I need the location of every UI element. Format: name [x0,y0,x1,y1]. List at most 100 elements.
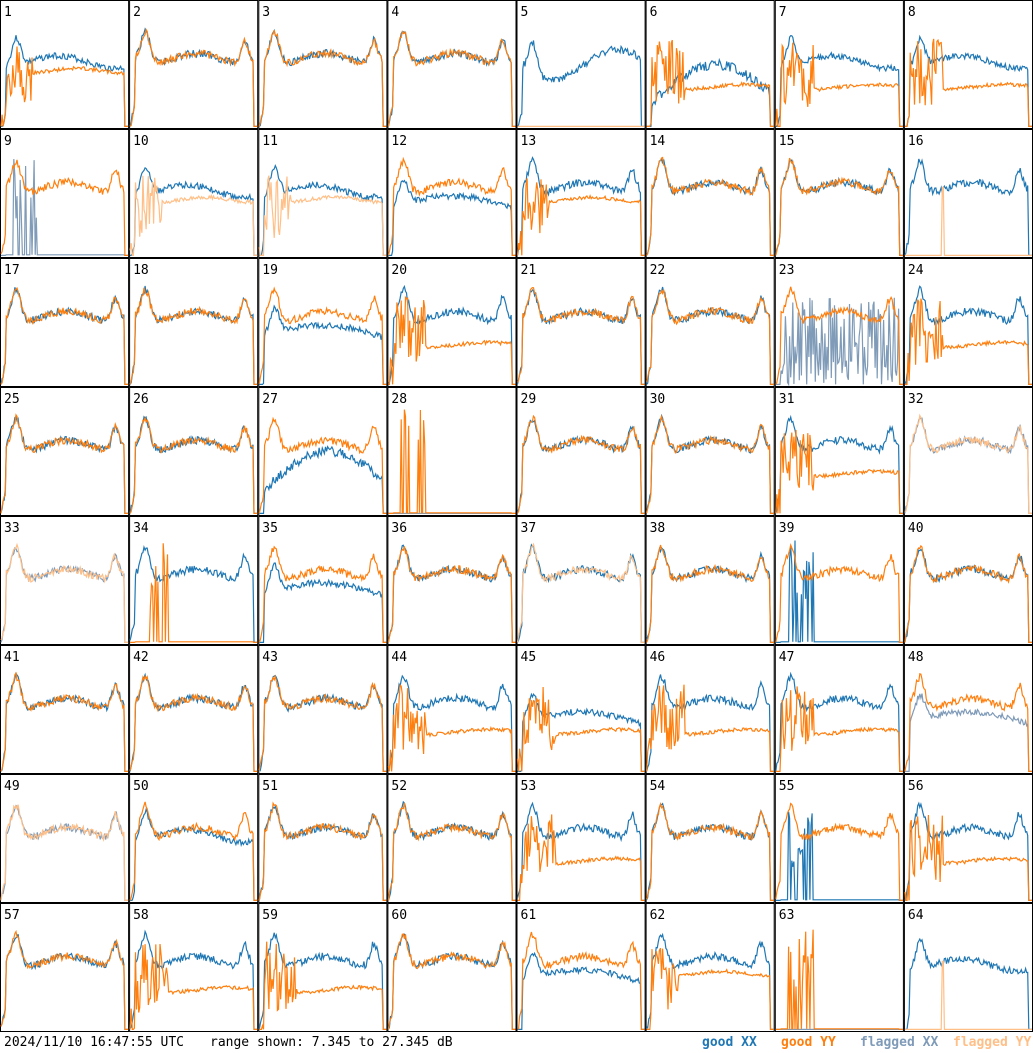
series-xx-line [258,674,387,772]
panel-30: 30 [645,387,775,516]
panel-number-label: 62 [650,908,666,923]
panel-frame [516,387,646,516]
panel-37: 37 [516,516,646,645]
panel-46: 46 [645,645,775,774]
panel-55: 55 [774,774,904,903]
series-xx-line [517,951,645,1030]
panel-number-label: 55 [779,779,795,794]
panel-number-label: 6 [650,5,658,20]
series-xx-line [904,801,1032,901]
series-xx-line [387,31,516,127]
panel-frame [774,129,904,258]
panel-61: 61 [516,903,646,1032]
panel-number-label: 1 [4,5,12,20]
panel-frame [129,129,259,258]
series-yy-line [516,414,645,514]
panel-17: 17 [0,258,130,387]
panel-number-label: 26 [133,392,149,407]
series-xx-line [129,415,258,514]
panel-60: 60 [387,903,517,1032]
series-xx-line [259,562,387,643]
series-xx-line [646,157,774,256]
panel-frame [129,645,259,774]
series-yy-line [775,802,903,901]
panel-39: 39 [774,516,904,645]
series-xx-line [904,34,1032,127]
series-yy-line [258,175,387,257]
series-yy-line [516,286,645,385]
panel-number-label: 63 [779,908,795,923]
series-xx-line [129,545,258,643]
panel-45: 45 [516,645,646,774]
series-yy-line [258,545,387,643]
series-xx-line [775,540,903,643]
panel-63: 63 [774,903,904,1032]
panel-number-label: 33 [4,521,20,536]
panel-number-label: 41 [4,650,20,665]
panel-frame [0,0,130,129]
panel-12: 12 [387,129,517,258]
panel-frame [387,645,517,774]
series-yy-line [0,929,129,1030]
panel-number-label: 13 [521,134,537,149]
series-xx-line [129,929,258,1030]
series-yy-line [0,286,129,385]
panel-number-label: 38 [650,521,666,536]
panel-24: 24 [903,258,1033,387]
panel-19: 19 [258,258,388,387]
panel-number-label: 29 [521,392,537,407]
panel-number-label: 54 [650,779,666,794]
series-yy-line [129,175,258,256]
series-yy-line [388,295,516,385]
series-yy-line [387,802,516,901]
panel-number-label: 9 [4,134,12,149]
panel-22: 22 [645,258,775,387]
series-yy-line [387,546,516,643]
panel-31: 31 [774,387,904,516]
panel-64: 64 [903,903,1033,1032]
panel-frame [516,645,646,774]
panel-27: 27 [258,387,388,516]
series-xx-line [130,167,258,256]
panel-number-label: 53 [521,779,537,794]
series-xx-line [775,34,903,127]
series-yy-line [130,543,258,643]
panel-number-label: 12 [391,134,407,149]
panel-number-label: 4 [391,5,399,20]
panel-frame [774,903,904,1032]
panel-35: 35 [258,516,388,645]
series-yy-line [129,801,258,901]
series-xx-line [258,932,387,1030]
panel-number-label: 19 [262,263,278,278]
series-xx-line [775,414,903,514]
panel-23: 23 [774,258,904,387]
series-xx-line [516,156,645,256]
panel-5: 5 [516,0,646,129]
panel-number-label: 45 [521,650,537,665]
panel-number-label: 44 [391,650,407,665]
series-yy-line [0,413,129,514]
panel-frame [645,258,775,387]
panel-number-label: 20 [391,263,407,278]
panel-frame [0,903,130,1032]
panel-25: 25 [0,387,130,516]
legend-flagged-xx-word: flagged [860,1035,915,1050]
panel-number-label: 37 [521,521,537,536]
panel-number-label: 11 [262,134,278,149]
panel-50: 50 [129,774,259,903]
panel-frame [258,645,388,774]
panel-frame [129,258,259,387]
series-yy-line [646,802,774,901]
panel-frame [645,774,775,903]
panel-36: 36 [387,516,517,645]
panel-number-label: 57 [4,908,20,923]
legend-good-yy-pol: YY [820,1035,836,1050]
panel-52: 52 [387,774,517,903]
series-yy-line [646,39,774,127]
panel-frame [516,774,646,903]
series-yy-line [0,542,129,643]
series-xx-line [904,158,1032,256]
panel-frame [258,258,388,387]
series-xx-line [1,159,129,256]
panel-frame [774,0,904,129]
